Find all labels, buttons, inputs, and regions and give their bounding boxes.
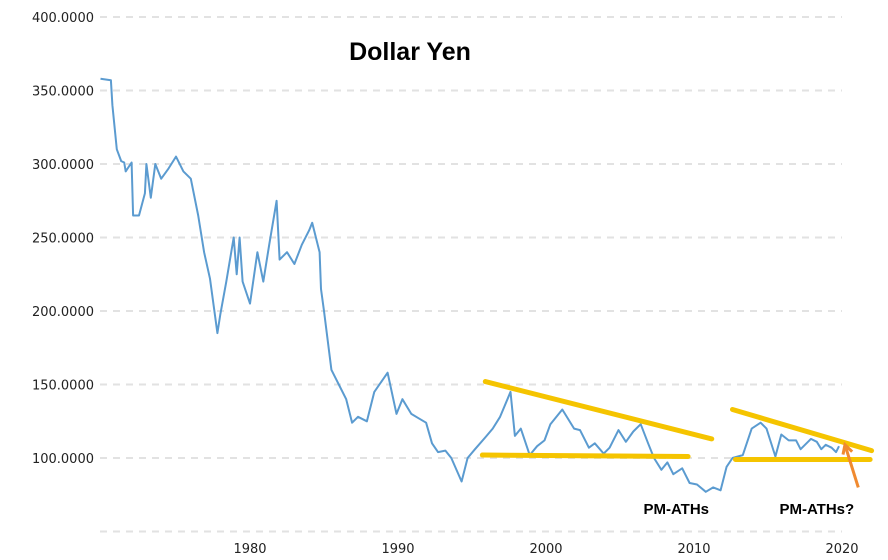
y-tick-label: 400.0000 [32,11,94,26]
x-tick-label: 1990 [381,542,414,557]
trendline [479,452,691,460]
annotations-layer: PM-ATHs PM-ATHs? [479,379,875,518]
x-axis-ticks: 1980 1990 2000 2010 2020 [233,542,858,557]
gridlines [100,16,842,533]
y-tick-label: 150.0000 [32,379,94,394]
x-tick-label: 2020 [825,542,858,557]
price-line [100,77,840,493]
annotation-label: PM-ATHs? [779,501,854,518]
annotation-label: PM-ATHs [643,501,709,518]
x-tick-label: 1980 [233,542,266,557]
y-axis-ticks: 100.0000 150.0000 200.0000 250.0000 300.0000… [32,11,94,467]
y-tick-label: 200.0000 [32,305,94,320]
x-tick-label: 2010 [677,542,710,557]
arrow-shaft [843,444,860,488]
y-tick-label: 100.0000 [32,452,94,467]
trendline [729,406,875,454]
y-tick-label: 350.0000 [32,85,94,100]
x-tick-label: 2000 [529,542,562,557]
y-tick-label: 250.0000 [32,232,94,247]
series-layer [100,77,840,493]
trendline [482,379,715,442]
chart-title: Dollar Yen [349,38,471,66]
arrow-head-icon [841,441,854,455]
y-tick-label: 300.0000 [32,158,94,173]
